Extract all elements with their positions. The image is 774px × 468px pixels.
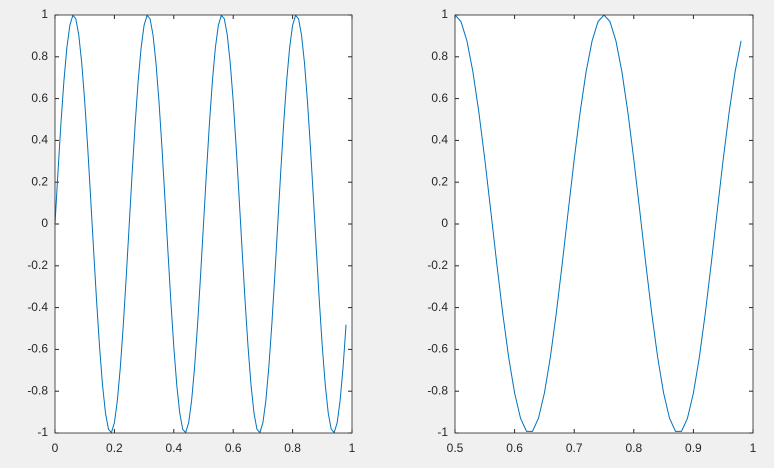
y-tick-label: -1 xyxy=(37,425,48,439)
x-tick-label: 0.5 xyxy=(447,441,464,455)
x-tick-label: 0.9 xyxy=(685,441,702,455)
y-tick-label: 0 xyxy=(41,216,48,230)
y-tick-label: 0.2 xyxy=(31,174,48,188)
x-tick-label: 0.6 xyxy=(506,441,523,455)
x-tick-label: 0.8 xyxy=(625,441,642,455)
x-tick-label: 0.7 xyxy=(566,441,583,455)
y-tick-label: 0.8 xyxy=(31,49,48,63)
line xyxy=(54,14,347,434)
y-tick-label: 0 xyxy=(441,216,448,230)
x-tick-label: 0.8 xyxy=(284,441,301,455)
y-tick-label: -0.2 xyxy=(427,258,448,272)
axes-box xyxy=(54,14,353,434)
y-tick-label: -1 xyxy=(437,425,448,439)
y-tick-label: 0.6 xyxy=(31,91,48,105)
y-tick-label: -0.8 xyxy=(427,383,448,397)
x-tick-label: 0.2 xyxy=(106,441,123,455)
y-tick-label: -0.4 xyxy=(27,300,48,314)
y-tick-label: -0.2 xyxy=(27,258,48,272)
y-tick-label: 1 xyxy=(41,7,48,21)
axes-box xyxy=(454,14,754,434)
x-tick-label: 0 xyxy=(52,441,59,455)
y-tick-label: 0.4 xyxy=(31,133,48,147)
x-tick-label: 1 xyxy=(750,441,757,455)
y-tick-label: 0.8 xyxy=(431,49,448,63)
y-tick-label: 0.6 xyxy=(431,91,448,105)
y-tick-label: -0.6 xyxy=(27,342,48,356)
line xyxy=(454,14,742,432)
plot-area xyxy=(455,15,753,433)
x-tick-label: 0.4 xyxy=(165,441,182,455)
x-tick-label: 1 xyxy=(349,441,356,455)
y-tick-label: -0.8 xyxy=(27,383,48,397)
x-tick-label: 0.6 xyxy=(225,441,242,455)
y-tick-label: -0.4 xyxy=(427,300,448,314)
y-tick-label: 0.4 xyxy=(431,133,448,147)
y-tick-label: 0.2 xyxy=(431,174,448,188)
y-tick-label: 1 xyxy=(441,7,448,21)
y-tick-label: -0.6 xyxy=(427,342,448,356)
